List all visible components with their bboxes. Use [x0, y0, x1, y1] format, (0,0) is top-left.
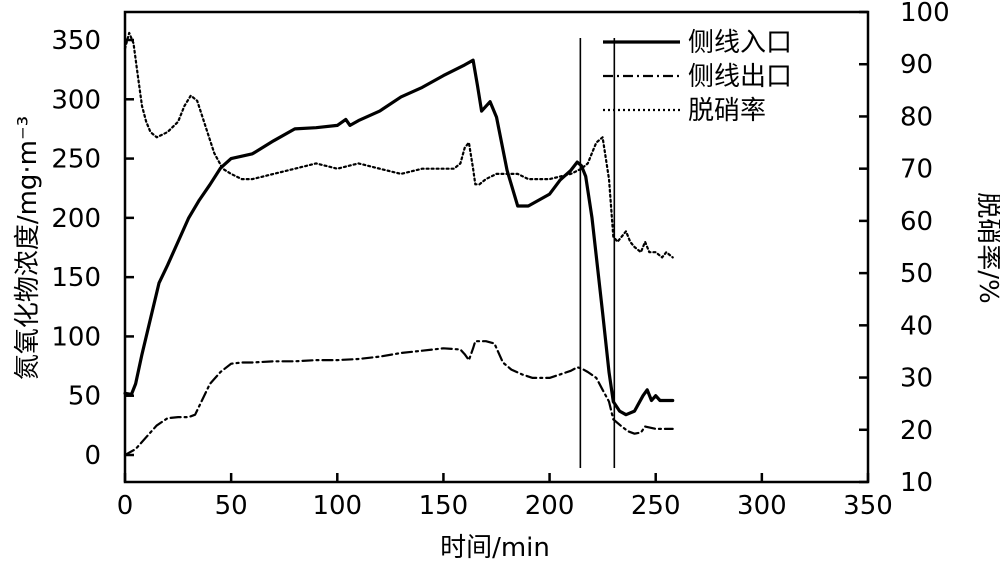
x-tick-label: 0	[117, 491, 134, 521]
right-y-tick-label: 50	[900, 259, 933, 289]
x-axis-title: 时间/min	[440, 533, 550, 561]
left-y-tick-label: 250	[51, 145, 101, 175]
x-tick-label: 350	[843, 491, 893, 521]
left-y-tick-label: 300	[51, 85, 101, 115]
x-tick-label: 150	[419, 491, 469, 521]
x-tick-label: 250	[631, 491, 681, 521]
x-tick-label: 100	[312, 491, 362, 521]
legend-label: 侧线出口	[688, 62, 792, 92]
plot-frame	[123, 10, 870, 484]
left-y-tick-label: 100	[51, 322, 101, 352]
left-y-axis: 0 50 100 150 200 250 300 350	[51, 26, 134, 471]
plot-area	[123, 10, 870, 484]
left-y-tick-label: 0	[84, 441, 101, 471]
right-y-tick-label: 90	[900, 50, 933, 80]
left-y-tick-label: 350	[51, 26, 101, 56]
legend-label: 侧线入口	[688, 28, 792, 58]
right-y-tick-label: 20	[900, 416, 933, 446]
series-layer	[123, 31, 675, 457]
series-line-1	[123, 58, 675, 417]
x-axis: 0 50 100 150 200 250 300 350	[117, 473, 893, 521]
left-y-tick-label: 200	[51, 204, 101, 234]
right-y-tick-label: 60	[900, 207, 933, 237]
right-y-tick-label: 10	[900, 468, 933, 498]
left-y-tick-label: 50	[68, 382, 101, 412]
right-y-tick-label: 100	[900, 0, 950, 28]
right-y-axis-title: 脱硝率/%	[973, 192, 1000, 303]
series-line-3	[123, 31, 674, 259]
left-y-axis-title: 氮氧化物浓度/mg·m⁻³	[13, 116, 43, 380]
right-y-tick-label: 40	[900, 311, 933, 341]
left-y-tick-label: 150	[51, 263, 101, 293]
right-y-tick-label: 70	[900, 155, 933, 185]
right-y-tick-label: 30	[900, 364, 933, 394]
x-tick-label: 200	[525, 491, 575, 521]
right-y-tick-label: 80	[900, 102, 933, 132]
right-y-axis: 10 20 30 40 50 60 70 80 90 100	[859, 0, 950, 498]
x-tick-label: 50	[215, 491, 248, 521]
series-line-2	[123, 340, 674, 457]
x-tick-label: 300	[737, 491, 787, 521]
legend-label: 脱硝率	[688, 96, 766, 126]
